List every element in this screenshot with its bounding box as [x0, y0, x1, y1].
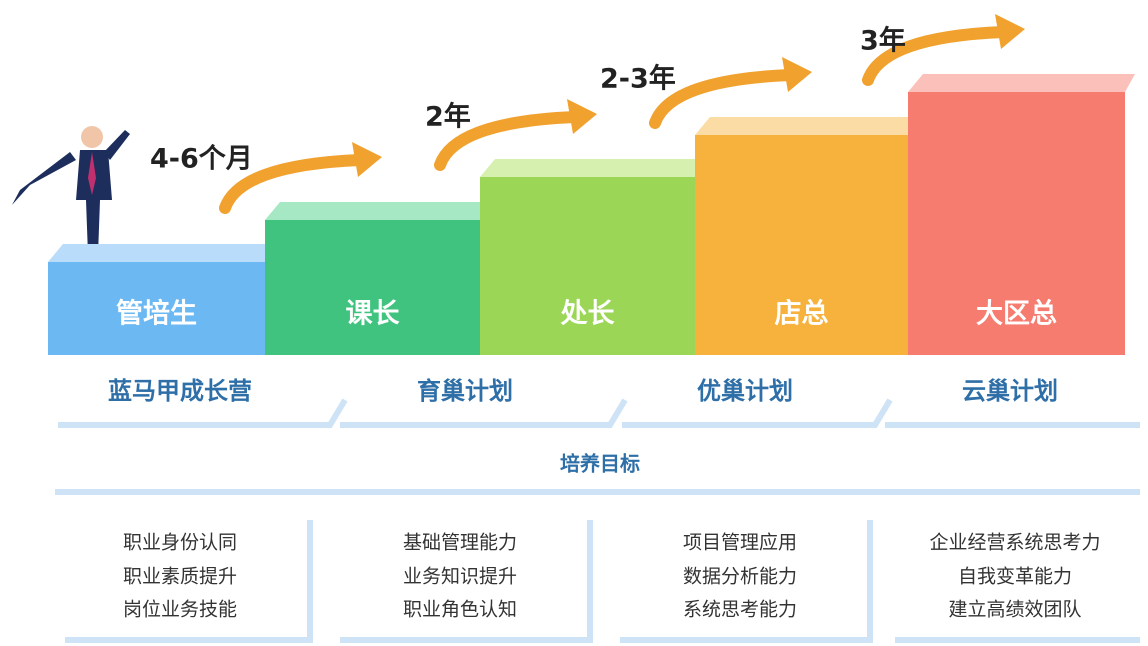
duration-label: 2年 — [425, 101, 471, 133]
step-top — [480, 159, 705, 177]
goal-item: 项目管理应用 — [683, 532, 797, 554]
goal-title: 培养目标 — [560, 452, 640, 476]
goal-item: 系统思考能力 — [683, 599, 797, 621]
step-label: 管培生 — [116, 299, 197, 330]
program-label: 优巢计划 — [697, 377, 793, 405]
duration-label: 3年 — [860, 25, 906, 57]
step-label: 处长 — [560, 299, 616, 330]
duration-label: 4-6个月 — [150, 144, 253, 175]
diagram: 管培生 课长 处长 店总 大区总 4-6个月 2年 2-3年 3年蓝马甲成长营 育巢计划 优巢计划 云… — [0, 0, 1148, 646]
step-top — [695, 117, 918, 135]
program-label: 育巢计划 — [417, 377, 513, 405]
step-label: 店总 — [775, 299, 829, 330]
program-label: 云巢计划 — [962, 377, 1058, 405]
program-label: 蓝马甲成长营 — [108, 377, 252, 405]
goal-item: 职业素质提升 — [123, 566, 237, 588]
step-top — [48, 244, 275, 262]
page: 管培生 课长 处长 店总 大区总 4-6个月 2年 2-3年 3年蓝马甲成长营 育巢计划 优巢计划 云… — [0, 0, 1148, 646]
arrow-head — [995, 14, 1025, 49]
duration-label: 2-3年 — [600, 63, 676, 95]
goal-item: 职业身份认同 — [123, 532, 237, 554]
goal-item: 业务知识提升 — [403, 566, 517, 588]
goal-item: 岗位业务技能 — [123, 599, 237, 621]
person — [12, 126, 130, 255]
goal-item: 职业角色认知 — [403, 599, 517, 621]
step-label: 课长 — [346, 299, 401, 330]
step-block — [265, 220, 480, 355]
goal-item: 企业经营系统思考力 — [929, 532, 1100, 554]
arrow-head — [567, 99, 597, 134]
goal-item: 数据分析能力 — [683, 566, 797, 588]
goal-item: 自我变革能力 — [958, 566, 1072, 588]
step-top — [908, 74, 1135, 92]
arrow-head — [352, 142, 382, 177]
step-top — [265, 202, 490, 220]
arrow-head — [782, 57, 812, 92]
goal-item: 建立高绩效团队 — [948, 599, 1081, 621]
step-label: 大区总 — [976, 299, 1057, 330]
goal-item: 基础管理能力 — [403, 532, 517, 554]
